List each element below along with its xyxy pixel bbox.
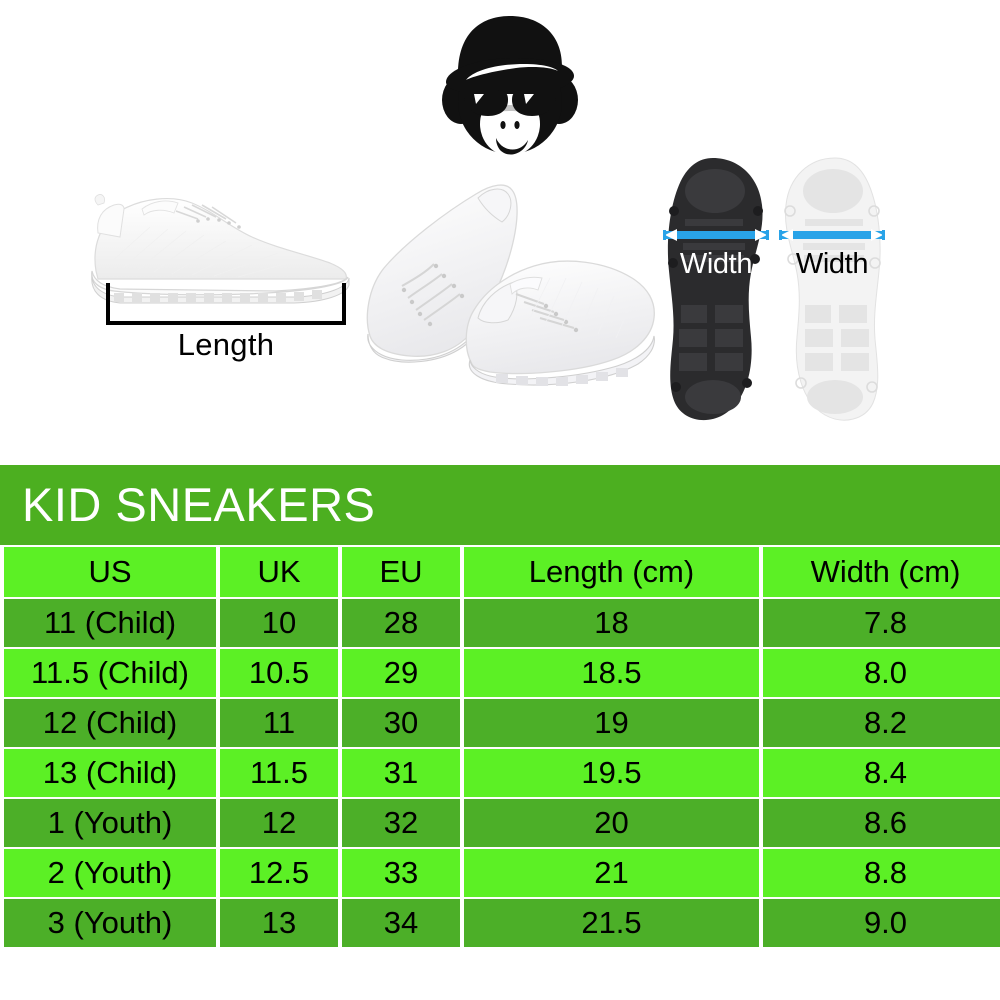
cell-width: 7.8 bbox=[763, 599, 1000, 647]
light-sole-group: Width bbox=[779, 155, 885, 425]
cell-uk: 11 bbox=[220, 699, 338, 747]
cell-length: 18.5 bbox=[464, 649, 759, 697]
cell-uk: 12 bbox=[220, 799, 338, 847]
illustration-panel: Length bbox=[0, 0, 1000, 465]
cell-length: 19.5 bbox=[464, 749, 759, 797]
cell-width: 8.8 bbox=[763, 849, 1000, 897]
dark-shoe-sole-bottom-view-icon bbox=[667, 158, 763, 421]
cell-uk: 11.5 bbox=[220, 749, 338, 797]
cell-eu: 33 bbox=[342, 849, 460, 897]
table-row: 2 (Youth) 12.5 33 21 8.8 bbox=[4, 849, 1000, 897]
size-chart-table: US UK EU Length (cm) Width (cm) 11 (Chil… bbox=[0, 545, 1000, 949]
cell-width: 8.2 bbox=[763, 699, 1000, 747]
cell-uk: 10.5 bbox=[220, 649, 338, 697]
cell-eu: 30 bbox=[342, 699, 460, 747]
length-label: Length bbox=[177, 327, 275, 362]
column-header-uk: UK bbox=[220, 547, 338, 597]
monkey-head-bowler-hat-sunglasses-logo bbox=[440, 12, 580, 162]
width-label-left: Width bbox=[679, 248, 753, 280]
cell-width: 8.0 bbox=[763, 649, 1000, 697]
cell-us: 11 (Child) bbox=[4, 599, 216, 647]
cell-uk: 10 bbox=[220, 599, 338, 647]
table-row: 3 (Youth) 13 34 21.5 9.0 bbox=[4, 899, 1000, 947]
cell-eu: 32 bbox=[342, 799, 460, 847]
table-row: 1 (Youth) 12 32 20 8.6 bbox=[4, 799, 1000, 847]
cell-width: 9.0 bbox=[763, 899, 1000, 947]
cell-uk: 12.5 bbox=[220, 849, 338, 897]
column-header-us: US bbox=[4, 547, 216, 597]
cell-us: 12 (Child) bbox=[4, 699, 216, 747]
dark-sole-group: Width bbox=[663, 155, 769, 425]
size-chart: KID SNEAKERS US UK EU Length (cm) Width … bbox=[0, 465, 1000, 949]
length-bracket bbox=[106, 283, 346, 325]
column-header-length: Length (cm) bbox=[464, 547, 759, 597]
width-arrow-left bbox=[663, 227, 769, 243]
width-label-right: Width bbox=[795, 248, 869, 280]
cell-width: 8.4 bbox=[763, 749, 1000, 797]
table-row: 11 (Child) 10 28 18 7.8 bbox=[4, 599, 1000, 647]
column-header-eu: EU bbox=[342, 547, 460, 597]
width-arrow-right bbox=[779, 227, 885, 243]
cell-eu: 34 bbox=[342, 899, 460, 947]
cell-us: 3 (Youth) bbox=[4, 899, 216, 947]
white-sneaker-pair-angled-icon bbox=[360, 168, 660, 398]
length-measurement-group: Length bbox=[70, 175, 370, 370]
cell-us: 1 (Youth) bbox=[4, 799, 216, 847]
white-shoe-sole-bottom-view-icon bbox=[784, 157, 881, 421]
cell-length: 18 bbox=[464, 599, 759, 647]
cell-length: 21.5 bbox=[464, 899, 759, 947]
cell-eu: 29 bbox=[342, 649, 460, 697]
cell-width: 8.6 bbox=[763, 799, 1000, 847]
cell-us: 13 (Child) bbox=[4, 749, 216, 797]
table-header-row: US UK EU Length (cm) Width (cm) bbox=[4, 547, 1000, 597]
column-header-width: Width (cm) bbox=[763, 547, 1000, 597]
table-row: 13 (Child) 11.5 31 19.5 8.4 bbox=[4, 749, 1000, 797]
cell-length: 20 bbox=[464, 799, 759, 847]
table-row: 11.5 (Child) 10.5 29 18.5 8.0 bbox=[4, 649, 1000, 697]
size-chart-title: KID SNEAKERS bbox=[0, 465, 1000, 545]
cell-uk: 13 bbox=[220, 899, 338, 947]
cell-eu: 28 bbox=[342, 599, 460, 647]
cell-length: 19 bbox=[464, 699, 759, 747]
cell-eu: 31 bbox=[342, 749, 460, 797]
cell-us: 2 (Youth) bbox=[4, 849, 216, 897]
table-row: 12 (Child) 11 30 19 8.2 bbox=[4, 699, 1000, 747]
width-measurement-group: Width bbox=[663, 155, 893, 425]
cell-length: 21 bbox=[464, 849, 759, 897]
cell-us: 11.5 (Child) bbox=[4, 649, 216, 697]
